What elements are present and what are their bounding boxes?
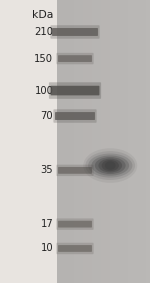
Ellipse shape — [91, 155, 129, 176]
FancyBboxPatch shape — [58, 245, 92, 252]
FancyBboxPatch shape — [55, 112, 95, 120]
FancyBboxPatch shape — [50, 25, 100, 39]
FancyBboxPatch shape — [56, 165, 94, 176]
FancyBboxPatch shape — [58, 167, 92, 174]
Text: 35: 35 — [41, 165, 53, 175]
Bar — [57, 0, 150, 283]
Text: 17: 17 — [40, 219, 53, 229]
FancyBboxPatch shape — [49, 82, 101, 99]
Ellipse shape — [85, 151, 135, 180]
FancyBboxPatch shape — [52, 28, 98, 36]
Ellipse shape — [105, 161, 116, 170]
Text: 150: 150 — [34, 53, 53, 64]
Ellipse shape — [102, 160, 119, 171]
Text: 100: 100 — [34, 85, 53, 96]
Text: 210: 210 — [34, 27, 53, 37]
FancyBboxPatch shape — [56, 218, 94, 230]
FancyBboxPatch shape — [53, 109, 97, 123]
Text: kDa: kDa — [32, 10, 53, 20]
Ellipse shape — [98, 159, 122, 172]
Text: 70: 70 — [41, 111, 53, 121]
Ellipse shape — [83, 148, 137, 183]
Ellipse shape — [88, 153, 132, 178]
Text: 10: 10 — [41, 243, 53, 254]
FancyBboxPatch shape — [51, 86, 99, 95]
FancyBboxPatch shape — [58, 55, 92, 62]
FancyBboxPatch shape — [56, 53, 94, 64]
FancyBboxPatch shape — [58, 221, 92, 228]
Ellipse shape — [95, 157, 126, 174]
FancyBboxPatch shape — [56, 243, 94, 254]
